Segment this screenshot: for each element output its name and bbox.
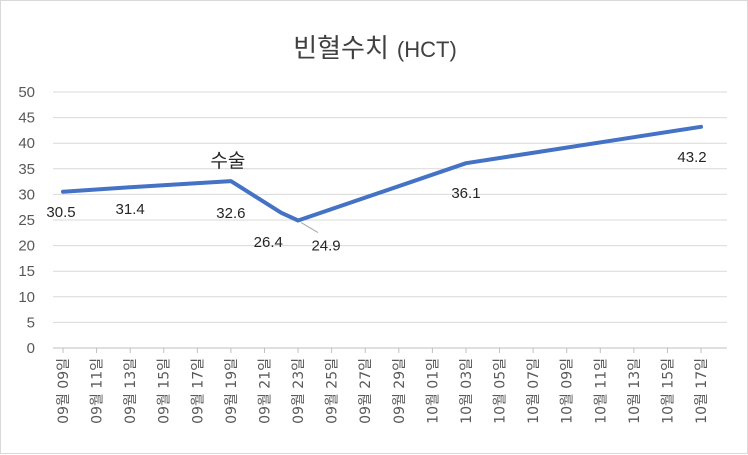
x-tick-label: 10월 01일 — [425, 358, 441, 424]
y-tick-label: 0 — [27, 340, 35, 357]
y-tick-label: 20 — [18, 238, 35, 255]
x-tick-label: 09월 25일 — [325, 358, 341, 424]
data-label: 31.4 — [116, 201, 145, 218]
data-label: 43.2 — [677, 149, 706, 166]
annotations: 수술 — [210, 150, 245, 172]
x-tick-label: 09월 19일 — [224, 358, 240, 424]
data-label: 26.4 — [254, 234, 283, 251]
y-tick-label: 15 — [18, 263, 35, 280]
y-tick-label: 50 — [18, 84, 35, 101]
x-tick-label: 09월 29일 — [392, 358, 408, 424]
data-label: 32.6 — [216, 205, 245, 222]
x-tick-label: 09월 17일 — [190, 358, 206, 424]
series-layer — [61, 124, 703, 223]
x-tick-label: 10월 05일 — [493, 358, 509, 424]
x-tick-label: 09월 15일 — [157, 358, 173, 424]
y-tick-label: 25 — [18, 212, 35, 229]
y-tick-label: 30 — [18, 186, 35, 203]
x-tick-label: 10월 11일 — [593, 358, 609, 424]
y-tick-label: 40 — [18, 135, 35, 152]
x-tick-label: 09월 11일 — [90, 358, 106, 424]
x-tick-label: 10월 03일 — [459, 358, 475, 424]
data-label: 30.5 — [46, 204, 75, 221]
annotation-label: 수술 — [210, 150, 245, 172]
y-tick-label: 35 — [18, 161, 35, 178]
data-label: 36.1 — [451, 185, 480, 202]
x-tick-label: 10월 15일 — [660, 358, 676, 424]
y-tick-label: 45 — [18, 110, 35, 127]
x-tick-label: 09월 27일 — [358, 358, 374, 424]
y-tick-label: 10 — [18, 289, 35, 306]
chart-title-sub: (HCT) — [397, 37, 457, 62]
series-line — [61, 124, 703, 223]
x-tick-label: 09월 09일 — [56, 358, 72, 424]
x-tick-label: 09월 13일 — [123, 358, 139, 424]
x-tick-label: 10월 13일 — [627, 358, 643, 424]
x-tick-label: 09월 23일 — [291, 358, 307, 424]
data-label-leader — [300, 222, 319, 233]
data-label: 24.9 — [311, 238, 340, 255]
chart-title-main: 빈혈수치 — [293, 34, 389, 64]
gridlines — [53, 91, 727, 349]
y-axis-ticks: 0 5 10 15 20 25 30 35 40 45 50 — [18, 84, 35, 357]
x-tick-label: 10월 09일 — [560, 358, 576, 424]
x-tick-label: 09월 21일 — [257, 358, 273, 424]
data-labels: 30.5 31.4 32.6 26.4 24.9 36.1 43.2 — [46, 149, 706, 255]
x-axis-ticks: 09월 09일 09월 11일 09월 13일 09월 15일 09월 17일 09월 1… — [56, 348, 710, 424]
x-tick-label: 10월 17일 — [694, 358, 710, 424]
x-tick-label: 10월 07일 — [526, 358, 542, 424]
y-tick-label: 5 — [27, 314, 35, 331]
chart-title: 빈혈수치 (HCT) — [293, 34, 457, 64]
